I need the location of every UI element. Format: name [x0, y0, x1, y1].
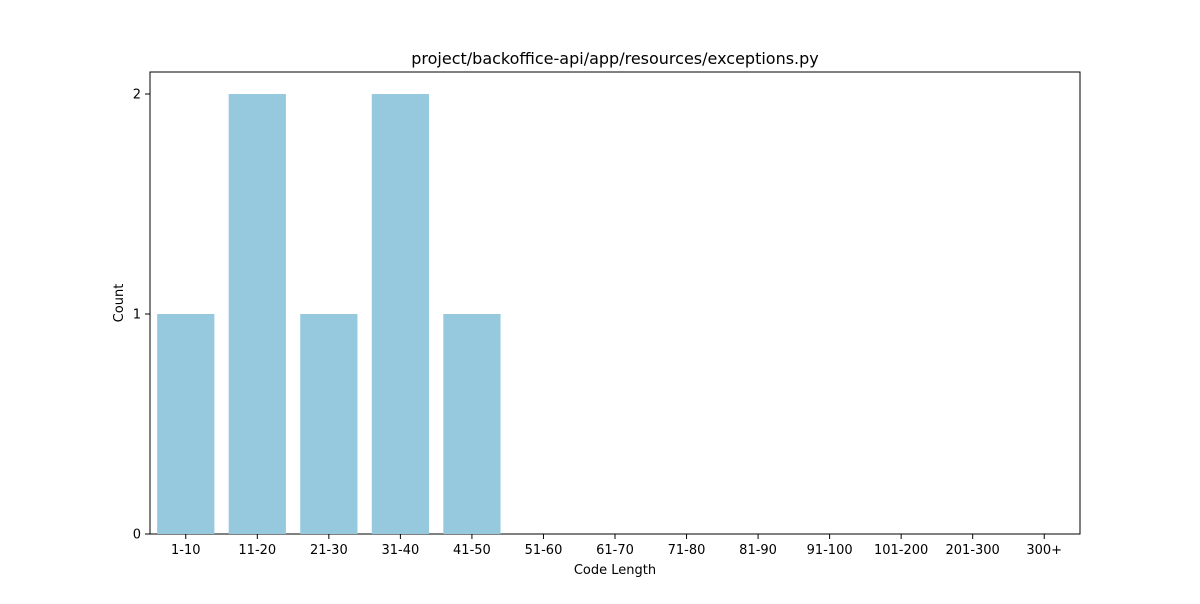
y-tick-label: 0	[133, 528, 141, 543]
bar-41-50	[443, 314, 501, 534]
x-tick-label: 91-100	[807, 543, 853, 558]
x-tick-label: 71-80	[668, 543, 706, 558]
x-tick-label: 61-70	[596, 543, 634, 558]
bar-11-20	[228, 94, 286, 534]
x-tick-label: 1-10	[171, 543, 201, 558]
bars-layer	[157, 94, 501, 534]
x-tick-label: 51-60	[525, 543, 563, 558]
y-axis-label: Count	[112, 284, 127, 323]
plot-frame	[149, 71, 1081, 535]
chart-title: project/backoffice-api/app/resources/exc…	[411, 49, 819, 68]
x-axis: 1-10 11-20 21-30 31-40 41-50 51-60 61-70 71-80 8…	[171, 534, 1062, 558]
x-tick-label: 201-300	[946, 543, 1000, 558]
y-tick-label: 2	[133, 88, 141, 103]
x-tick-label: 11-20	[238, 543, 276, 558]
bar-1-10	[157, 314, 215, 534]
x-axis-label: Code Length	[574, 563, 656, 578]
y-tick-label: 1	[133, 308, 141, 323]
x-tick-label: 81-90	[739, 543, 777, 558]
x-tick-label: 300+	[1026, 543, 1062, 558]
x-tick-label: 41-50	[453, 543, 491, 558]
x-tick-label: 21-30	[310, 543, 348, 558]
bar-21-30	[300, 314, 358, 534]
bar-31-40	[371, 94, 429, 534]
x-tick-label: 101-200	[874, 543, 928, 558]
y-axis: 0 1 2	[133, 88, 150, 543]
x-tick-label: 31-40	[381, 543, 419, 558]
